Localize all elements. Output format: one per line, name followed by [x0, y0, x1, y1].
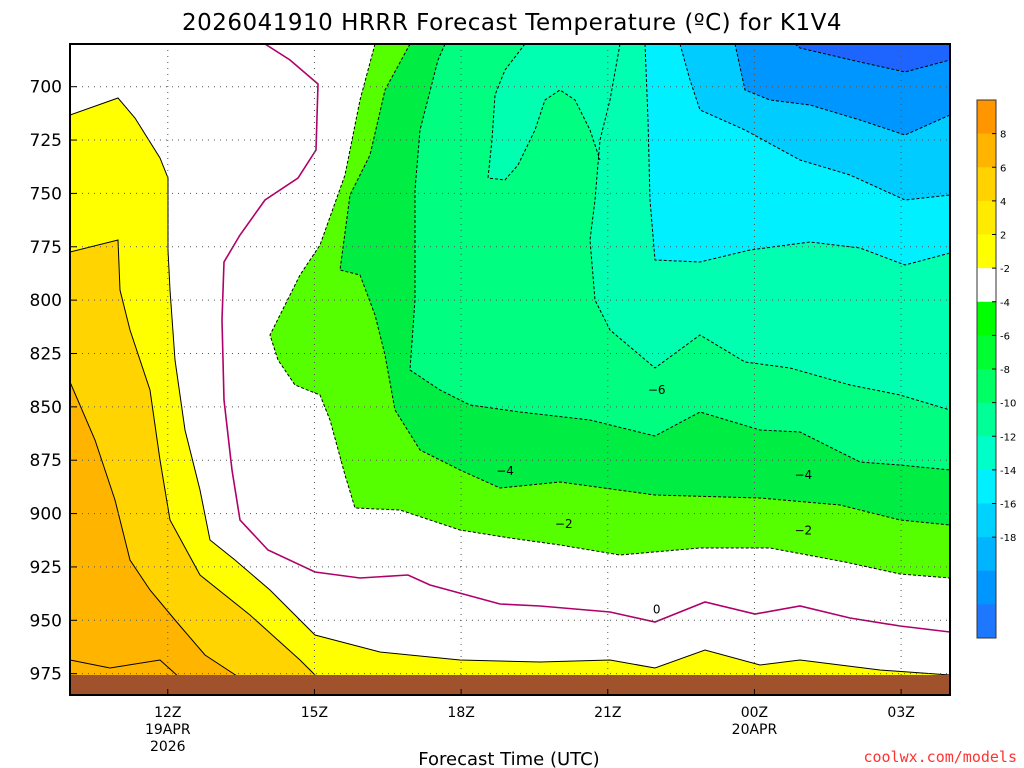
grid-lines — [70, 44, 950, 695]
x-tick-label: 21Z — [594, 705, 621, 721]
colorbar-segment — [977, 604, 996, 639]
colorbar-segment — [977, 469, 996, 504]
plus6-isotherm — [70, 381, 251, 691]
minus2-isotherm — [269, 44, 950, 579]
y-tick-label: 925 — [30, 558, 62, 578]
colorbar-tick-label: 2 — [1000, 231, 1006, 242]
minus14-isotherm — [734, 44, 950, 136]
colorbar-segment — [977, 234, 996, 269]
x-tick-label: 00Z — [741, 705, 768, 721]
warm-band-6-8 — [70, 382, 250, 695]
x-tick-label: 15Z — [301, 705, 328, 721]
colorbar-segment — [977, 570, 996, 605]
x-tick-label: 19APR — [145, 722, 191, 738]
colorbar-segment — [977, 436, 996, 471]
y-tick-label: 900 — [30, 505, 62, 525]
x-tick-label: 03Z — [887, 705, 914, 721]
contour-label: −4 — [794, 468, 812, 482]
colorbar-tick-label: -14 — [1000, 466, 1016, 477]
y-tick-label: 850 — [30, 398, 62, 418]
y-tick-label: 800 — [30, 291, 62, 311]
colorbar-tick-label: 8 — [1000, 130, 1006, 141]
minus6-isotherm — [409, 44, 950, 471]
y-tick-label: 700 — [30, 78, 62, 98]
terrain-strip — [70, 675, 950, 695]
colorbar-segment — [977, 301, 996, 336]
contour-label: −6 — [648, 383, 666, 397]
x-tick-label: 20APR — [732, 722, 778, 738]
minus4-isotherm — [339, 44, 950, 526]
colorbar-segment — [977, 369, 996, 404]
minus8-tongue-contour — [487, 44, 601, 181]
colorbar-tick-label: -16 — [1000, 500, 1016, 511]
colorbar-tick-label: -18 — [1000, 533, 1016, 544]
colorbar-tick-label: 6 — [1000, 163, 1006, 174]
colorbar-segment — [977, 537, 996, 572]
colorbar-tick-label: -6 — [1000, 331, 1010, 342]
colorbar-segment — [977, 133, 996, 168]
y-tick-label: 725 — [30, 131, 62, 151]
colorbar-tick-label: 4 — [1000, 197, 1006, 208]
contour-lines — [70, 44, 950, 691]
x-tick-label: 12Z — [154, 705, 181, 721]
plus8-isotherm — [70, 659, 181, 679]
plot-frame — [69, 43, 951, 696]
x-axis-label: Forecast Time (UTC) — [418, 749, 599, 768]
temperature-fill-layer — [70, 44, 950, 695]
credit-text: coolwx.com/models — [863, 748, 1017, 766]
y-axis: 700 725 750 775 800 825 850 875 900 925 950 975 — [30, 78, 77, 685]
colorbar-segment — [977, 268, 996, 303]
colorbar-tick-label: -8 — [1000, 365, 1010, 376]
zero-degree-isotherm — [221, 44, 950, 633]
colorbar-tick-label: -12 — [1000, 432, 1016, 443]
x-tick-label: 2026 — [150, 739, 186, 755]
contour-label: 0 — [653, 603, 661, 617]
y-tick-label: 775 — [30, 238, 62, 258]
plus2-isotherm — [70, 97, 950, 676]
cold-band-minus8-minus10-tongue — [488, 44, 620, 180]
colorbar-segment — [977, 335, 996, 370]
colorbar-segment — [977, 503, 996, 538]
minus8-isotherm — [589, 44, 950, 411]
y-tick-label: 875 — [30, 451, 62, 471]
minus12-isotherm — [679, 44, 950, 201]
y-tick-label: 975 — [30, 665, 62, 685]
cold-band-minus16-minus18 — [795, 44, 950, 72]
colorbar-tick-label: -4 — [1000, 298, 1010, 309]
contour-label: −2 — [794, 524, 812, 538]
colorbar-tick-label: -10 — [1000, 399, 1016, 410]
contour-label-layer: −6 −4 −4 −2 −2 0 — [496, 383, 812, 617]
colorbar-tick-label: -2 — [1000, 264, 1010, 275]
colorbar-segment — [977, 167, 996, 202]
x-tick-label: 18Z — [447, 705, 474, 721]
y-tick-label: 750 — [30, 184, 62, 204]
contour-label: −2 — [555, 517, 573, 531]
colorbar-segment — [977, 200, 996, 235]
minus10-isotherm — [644, 44, 950, 266]
colorbar-segment — [977, 100, 996, 135]
colorbar-segment — [977, 402, 996, 437]
colorbar: 8 6 4 2 -2 -4 -6 -8 -10 -12 -14 -16 -18 — [976, 99, 1016, 639]
contour-label: −4 — [496, 464, 514, 478]
y-tick-label: 825 — [30, 344, 62, 364]
chart-title: 2026041910 HRRR Forecast Temperature (ºC… — [182, 10, 842, 36]
y-tick-label: 950 — [30, 611, 62, 631]
